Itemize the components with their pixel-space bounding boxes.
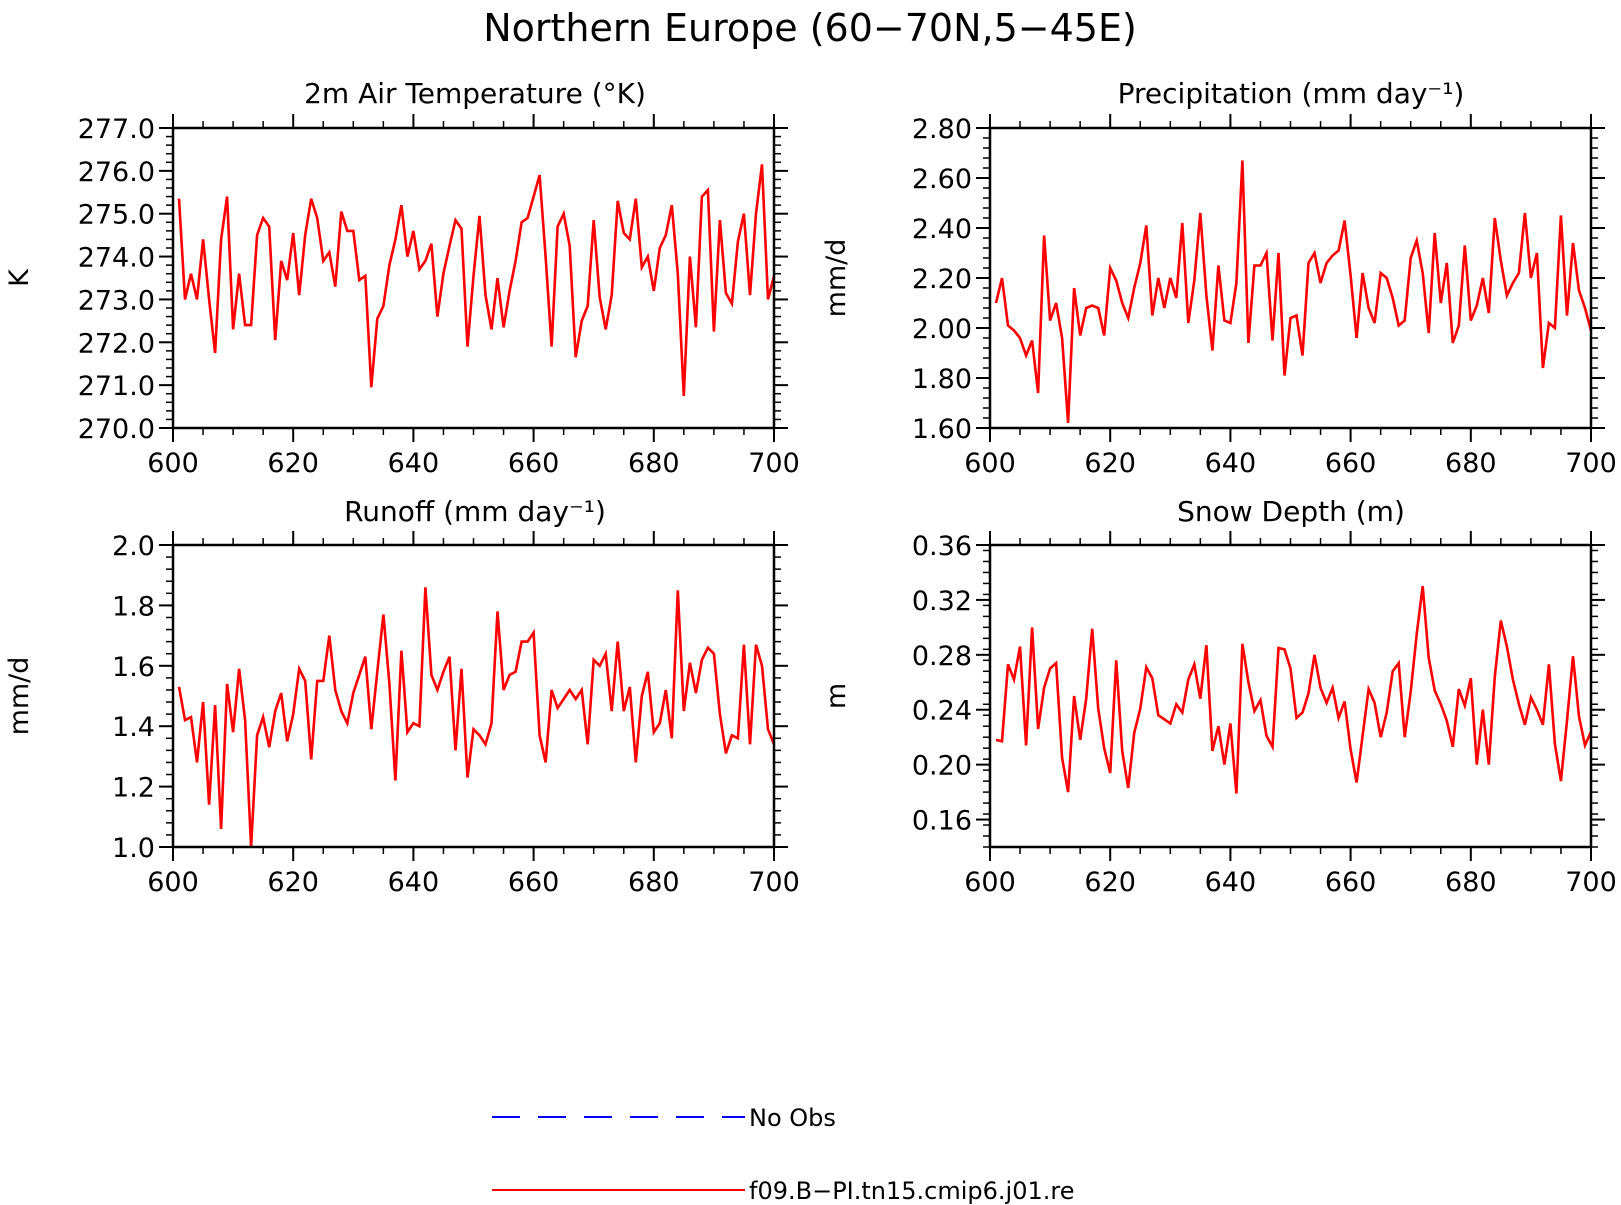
x-tick-label: 680 [628,448,680,479]
x-tick-label: 700 [748,448,800,479]
x-tick-label: 620 [1084,448,1136,479]
x-tick-label: 620 [1084,867,1136,898]
y-tick-label: 0.16 [912,806,972,837]
x-tick-label: 640 [388,448,440,479]
x-tick-label: 700 [1565,867,1617,898]
x-tick-label: 600 [964,867,1016,898]
plot-frame [988,126,1593,430]
y-tick-label: 275.0 [78,200,155,231]
series-line [177,587,776,848]
y-tick-label: 272.0 [78,328,155,359]
panel-runoff: Runoff (mm day⁻¹) 1.0 1.2 1.4 1.6 1.8 2.0 600 6… [4,495,800,898]
x-tick-label: 660 [508,448,560,479]
y-tick-label: 2.40 [912,214,972,245]
y-axis-label: m [821,683,852,709]
x-tick-label: 620 [267,867,319,898]
x-tick-label: 680 [628,867,680,898]
x-tick-label: 600 [147,448,199,479]
legend-label-model: f09.B−PI.tn15.cmip6.j01.re [749,1177,1074,1205]
panel-temperature: 2m Air Temperature (°K) 270.0 271.0 272.0 2… [4,77,800,479]
plot-frame [171,543,776,849]
x-tick-label: 600 [964,448,1016,479]
y-tick-label: 276.0 [78,157,155,188]
x-tick-label: 700 [1565,448,1617,479]
y-tick-label: 2.00 [912,314,972,345]
y-tick-label: 277.0 [78,114,155,145]
y-tick-label: 1.60 [912,414,972,445]
y-tick-label: 271.0 [78,371,155,402]
y-tick-label: 2.0 [112,531,155,562]
y-tick-label: 1.8 [112,591,155,622]
x-tick-label: 640 [388,867,440,898]
x-tick-label: 640 [1205,867,1257,898]
y-tick-label: 1.6 [112,652,155,683]
y-axis-label: mm/d [4,657,35,736]
y-tick-label: 1.2 [112,773,155,804]
plot-frame [988,543,1593,849]
panel-title-precipitation: Precipitation (mm day⁻¹) [1118,77,1465,110]
x-tick-label: 680 [1445,867,1497,898]
x-tick-label: 680 [1445,448,1497,479]
y-tick-label: 0.32 [912,586,972,617]
series-line [995,586,1593,794]
series-line [994,160,1593,424]
legend-label-no-obs: No Obs [749,1104,836,1132]
panel-precipitation: Precipitation (mm day⁻¹) 1.60 1.80 2.00 2.2… [821,77,1617,479]
legend: No Obs f09.B−PI.tn15.cmip6.j01.re [492,1104,1074,1205]
figure-title: Northern Europe (60−70N,5−45E) [483,6,1137,50]
panel-title-temperature: 2m Air Temperature (°K) [304,77,646,110]
y-axis-label: K [4,268,35,287]
panel-title-runoff: Runoff (mm day⁻¹) [344,495,606,528]
y-tick-label: 0.28 [912,641,972,672]
panel-title-snow-depth: Snow Depth (m) [1177,495,1405,528]
y-axis-label: mm/d [821,239,852,318]
x-tick-label: 660 [508,867,560,898]
series-line [177,164,776,396]
y-tick-label: 274.0 [78,243,155,274]
y-tick-label: 1.4 [112,712,155,743]
panel-snow-depth: Snow Depth (m) 0.16 0.20 0.24 0.28 0.32 0.36 6… [821,495,1617,898]
x-tick-label: 620 [267,448,319,479]
y-tick-label: 270.0 [78,414,155,445]
x-tick-label: 660 [1325,448,1377,479]
y-tick-label: 0.36 [912,531,972,562]
y-tick-label: 273.0 [78,285,155,316]
x-tick-label: 640 [1205,448,1257,479]
x-tick-label: 700 [748,867,800,898]
y-tick-label: 0.24 [912,696,972,727]
y-tick-label: 2.60 [912,164,972,195]
y-tick-label: 1.0 [112,833,155,864]
y-tick-label: 2.80 [912,114,972,145]
plot-frame [171,126,776,430]
y-tick-label: 2.20 [912,264,972,295]
x-tick-label: 600 [147,867,199,898]
y-tick-label: 0.20 [912,751,972,782]
y-tick-label: 1.80 [912,364,972,395]
x-tick-label: 660 [1325,867,1377,898]
